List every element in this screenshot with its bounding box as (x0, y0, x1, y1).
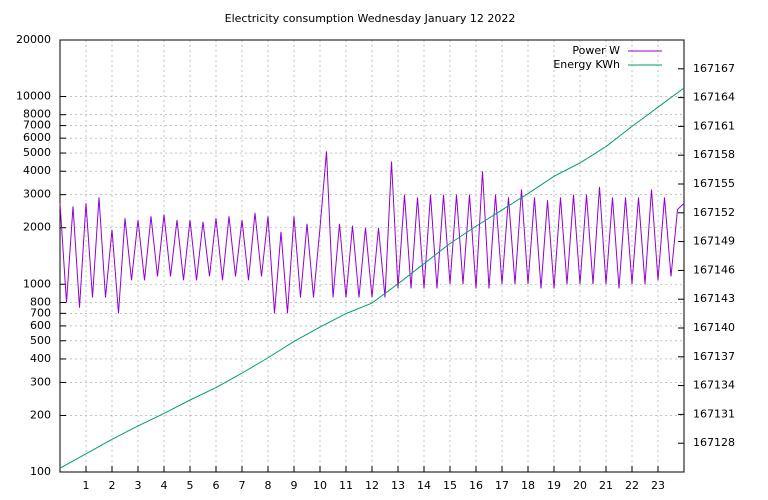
x-tick-label: 15 (443, 479, 457, 492)
x-tick-label: 12 (365, 479, 379, 492)
x-tick-label: 11 (339, 479, 353, 492)
y-tick-label: 300 (30, 375, 51, 388)
x-tick-label: 18 (521, 479, 535, 492)
y2-tick-label: 167131 (693, 407, 735, 420)
y-tick-label: 100 (30, 465, 51, 478)
y2-tick-label: 167128 (693, 436, 735, 449)
x-tick-label: 4 (161, 479, 168, 492)
y2-tick-label: 167137 (693, 350, 735, 363)
plot-border (59, 39, 685, 473)
x-tick-label: 6 (213, 479, 220, 492)
y2-tick-label: 167167 (693, 62, 735, 75)
legend-label: Power W (572, 44, 620, 57)
x-tick-label: 13 (391, 479, 405, 492)
y2-tick-label: 167155 (693, 177, 735, 190)
y2-tick-label: 167158 (693, 148, 735, 161)
y-tick-label: 1000 (23, 277, 51, 290)
y2-tick-label: 167134 (693, 379, 735, 392)
y-tick-label: 200 (30, 408, 51, 421)
y-tick-label: 5000 (23, 146, 51, 159)
x-tick-label: 21 (599, 479, 613, 492)
y-tick-label: 4000 (23, 164, 51, 177)
x-tick-label: 3 (135, 479, 142, 492)
y-tick-label: 8000 (23, 108, 51, 121)
y-tick-label: 2000 (23, 221, 51, 234)
x-tick-label: 16 (469, 479, 483, 492)
y2-tick-label: 167161 (693, 119, 735, 132)
x-tick-label: 1 (83, 479, 90, 492)
y-tick-label: 400 (30, 352, 51, 365)
y2-tick-label: 167140 (693, 321, 735, 334)
y-tick-label: 10000 (16, 90, 51, 103)
x-tick-label: 8 (265, 479, 272, 492)
x-tick-label: 2 (109, 479, 116, 492)
y2-tick-label: 167143 (693, 292, 735, 305)
x-tick-label: 19 (547, 479, 561, 492)
x-tick-label: 5 (187, 479, 194, 492)
y2-tick-label: 167152 (693, 206, 735, 219)
x-tick-label: 14 (417, 479, 431, 492)
x-tick-label: 9 (291, 479, 298, 492)
x-tick-label: 17 (495, 479, 509, 492)
x-tick-label: 22 (625, 479, 639, 492)
series-line (59, 87, 685, 469)
y-tick-label: 700 (30, 306, 51, 319)
y2-tick-label: 167146 (693, 263, 735, 276)
x-tick-label: 23 (651, 479, 665, 492)
y-tick-label: 3000 (23, 188, 51, 201)
y2-tick-label: 167164 (693, 91, 735, 104)
y-tick-label: 6000 (23, 131, 51, 144)
y-tick-label: 600 (30, 319, 51, 332)
legend-label: Energy KWh (553, 58, 620, 71)
y2-tick-label: 167149 (693, 235, 735, 248)
y-tick-label: 7000 (23, 119, 51, 132)
x-tick-label: 7 (239, 479, 246, 492)
chart-title: Electricity consumption Wednesday Januar… (225, 12, 516, 25)
y-tick-label: 20000 (16, 33, 51, 46)
y-tick-label: 800 (30, 295, 51, 308)
y-tick-label: 500 (30, 334, 51, 347)
x-tick-label: 10 (313, 479, 327, 492)
series-line (59, 151, 685, 314)
x-tick-label: 20 (573, 479, 587, 492)
